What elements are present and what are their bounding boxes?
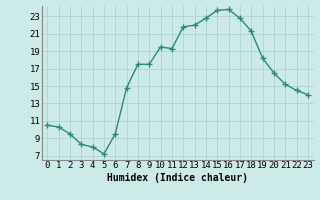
X-axis label: Humidex (Indice chaleur): Humidex (Indice chaleur) [107, 173, 248, 183]
